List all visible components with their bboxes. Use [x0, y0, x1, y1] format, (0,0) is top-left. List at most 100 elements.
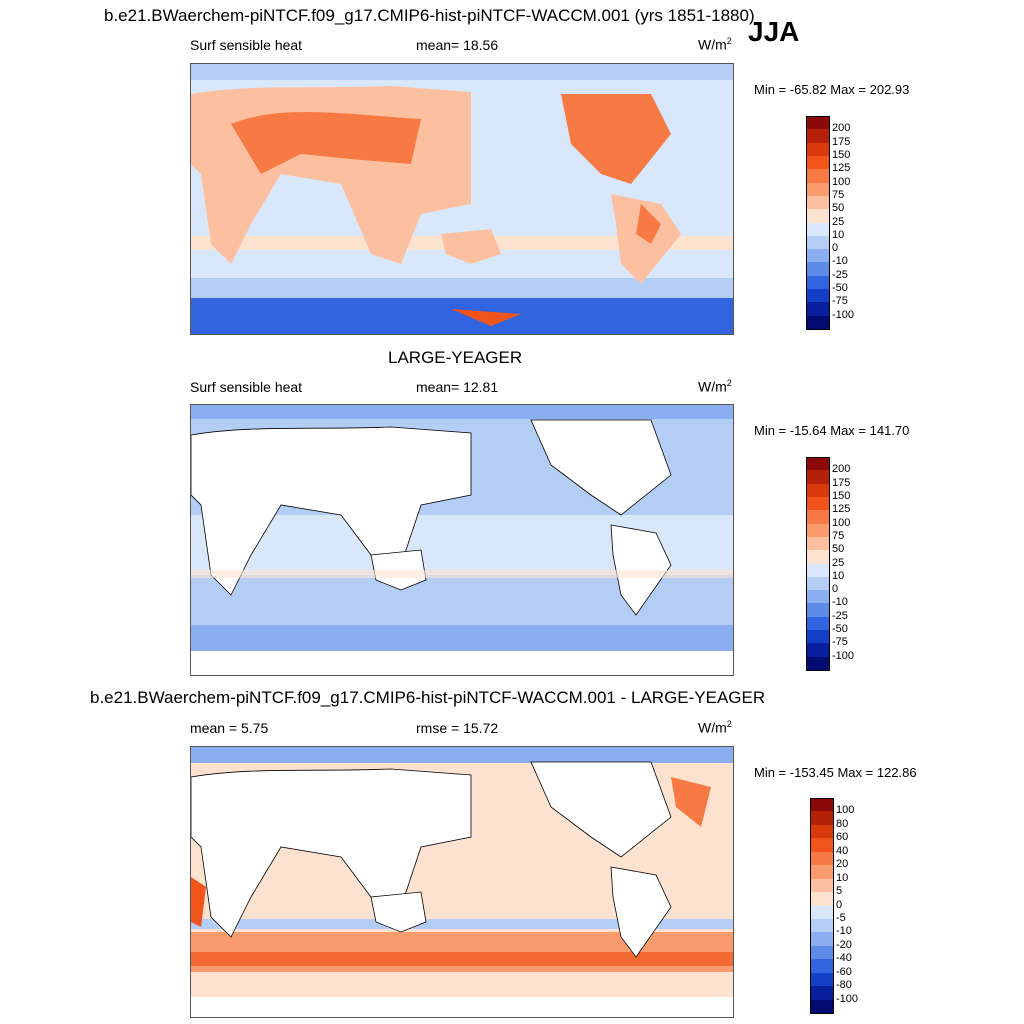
colorbar-swatch: [810, 999, 834, 1014]
colorbar-tick-label: -100: [832, 308, 855, 321]
colorbar-swatch: [806, 249, 830, 263]
panel2-variable: Surf sensible heat: [190, 379, 303, 395]
colorbar-swatch: [806, 603, 830, 618]
colorbar-tick-label: -80: [836, 979, 852, 992]
panel3-rmse: rmse = 15.72: [416, 720, 499, 736]
panel1-variable: Surf sensible heat: [190, 37, 303, 53]
colorbar-tick-label: 125: [832, 162, 851, 175]
colorbar-swatch: [810, 986, 834, 1001]
colorbar-swatch: [810, 798, 834, 812]
colorbar-tick-label: 125: [832, 503, 851, 516]
colorbar-tick-label: 10: [832, 569, 845, 582]
colorbar-swatch: [806, 457, 830, 471]
colorbar-tick-label: 5: [836, 885, 843, 898]
colorbar-swatch: [806, 142, 830, 157]
colorbar-tick-label: 25: [832, 556, 845, 569]
colorbar-swatch: [806, 302, 830, 317]
colorbar-swatch: [806, 470, 830, 485]
colorbar-tick-label: 150: [832, 148, 851, 161]
colorbar-swatch: [806, 209, 830, 223]
colorbar-swatch: [810, 824, 834, 839]
panel3-minmax: Min = -153.45 Max = 122.86: [754, 765, 917, 780]
colorbar-tick-label: 50: [832, 543, 845, 556]
panel1-map: [190, 63, 734, 335]
figure-title: b.e21.BWaerchem-piNTCF.f09_g17.CMIP6-his…: [104, 6, 755, 25]
panel2-mean: mean= 12.81: [416, 379, 499, 395]
colorbar-tick-label: 75: [832, 188, 845, 201]
panel1-units: W/m2: [698, 36, 732, 53]
colorbar-swatch: [806, 235, 830, 250]
colorbar-tick-label: 175: [832, 135, 851, 148]
colorbar-swatch: [806, 576, 830, 591]
colorbar-swatch: [806, 275, 830, 290]
panel3-heading: b.e21.BWaerchem-piNTCF.f09_g17.CMIP6-his…: [90, 688, 766, 707]
panel3-units: W/m2: [698, 719, 732, 736]
colorbar-swatch: [806, 483, 830, 498]
colorbar-swatch: [806, 523, 830, 538]
colorbar-tick-label: 0: [832, 242, 839, 255]
colorbar-tick-label: 0: [836, 898, 843, 911]
colorbar-tick-label: 25: [832, 215, 845, 228]
colorbar-tick-label: -25: [832, 609, 848, 622]
colorbar-tick-label: 0: [832, 583, 839, 596]
panel2-heading: LARGE-YEAGER: [388, 348, 523, 367]
colorbar-swatch: [806, 550, 830, 564]
colorbar-swatch: [806, 536, 830, 551]
colorbar-swatch: [810, 959, 834, 974]
colorbar-tick-label: -5: [836, 911, 846, 924]
panel3-mean: mean = 5.75: [190, 720, 269, 736]
colorbar-tick-label: -25: [832, 268, 848, 281]
colorbar-tick-label: 60: [836, 831, 849, 844]
colorbar-tick-label: -40: [836, 952, 852, 965]
colorbar-swatch: [810, 851, 834, 866]
colorbar-tick-label: -10: [832, 596, 848, 609]
colorbar-swatch: [806, 116, 830, 130]
colorbar-tick-label: 75: [832, 529, 845, 542]
colorbar-tick-label: 150: [832, 489, 851, 502]
colorbar-tick-label: -10: [836, 925, 852, 938]
colorbar-tick-label: 200: [832, 122, 851, 135]
colorbar-tick-label: -100: [836, 992, 859, 1005]
colorbar-swatch: [810, 811, 834, 826]
colorbar-swatch: [806, 656, 830, 671]
colorbar-swatch: [806, 590, 830, 604]
colorbar-tick-label: -10: [832, 255, 848, 268]
colorbar-swatch: [806, 182, 830, 197]
colorbar-swatch: [810, 865, 834, 880]
colorbar-tick-label: 80: [836, 817, 849, 830]
colorbar-swatch: [810, 945, 834, 960]
colorbar-swatch: [806, 496, 830, 511]
panel2-colorbar: 200 175 150 125 100 75 50 25 10 0 -10 -25 -50 -75 -100: [806, 457, 866, 671]
colorbar-swatch: [806, 262, 830, 277]
colorbar-tick-label: 10: [836, 871, 849, 884]
colorbar-swatch: [810, 878, 834, 893]
colorbar-tick-label: -75: [832, 295, 848, 308]
colorbar-tick-label: -60: [836, 965, 852, 978]
panel1-mean: mean= 18.56: [416, 37, 499, 53]
colorbar-tick-label: -50: [832, 282, 848, 295]
colorbar-tick-label: -50: [832, 623, 848, 636]
colorbar-swatch: [810, 918, 834, 933]
season-label: JJA: [748, 16, 800, 47]
colorbar-swatch: [806, 616, 830, 631]
colorbar-swatch: [810, 838, 834, 853]
colorbar-swatch: [810, 892, 834, 906]
colorbar-swatch: [806, 643, 830, 658]
colorbar-tick-label: 100: [836, 804, 855, 817]
colorbar-swatch: [806, 222, 830, 237]
colorbar-tick-label: 40: [836, 844, 849, 857]
colorbar-tick-label: 100: [832, 175, 851, 188]
colorbar-swatch: [806, 315, 830, 330]
colorbar-tick-label: -75: [832, 636, 848, 649]
colorbar-tick-label: -100: [832, 649, 855, 662]
colorbar-swatch: [806, 169, 830, 184]
panel3-map: [190, 746, 734, 1018]
colorbar-swatch: [806, 630, 830, 644]
panel3-colorbar: 100 80 60 40 20 10 5 0 -5 -10 -20 -40 -60 -80 -100: [810, 798, 870, 1014]
colorbar-swatch: [810, 932, 834, 947]
colorbar-swatch: [806, 129, 830, 144]
colorbar-swatch: [806, 195, 830, 210]
panel2-map: [190, 404, 734, 676]
colorbar-tick-label: 200: [832, 463, 851, 476]
colorbar-tick-label: 20: [836, 858, 849, 871]
